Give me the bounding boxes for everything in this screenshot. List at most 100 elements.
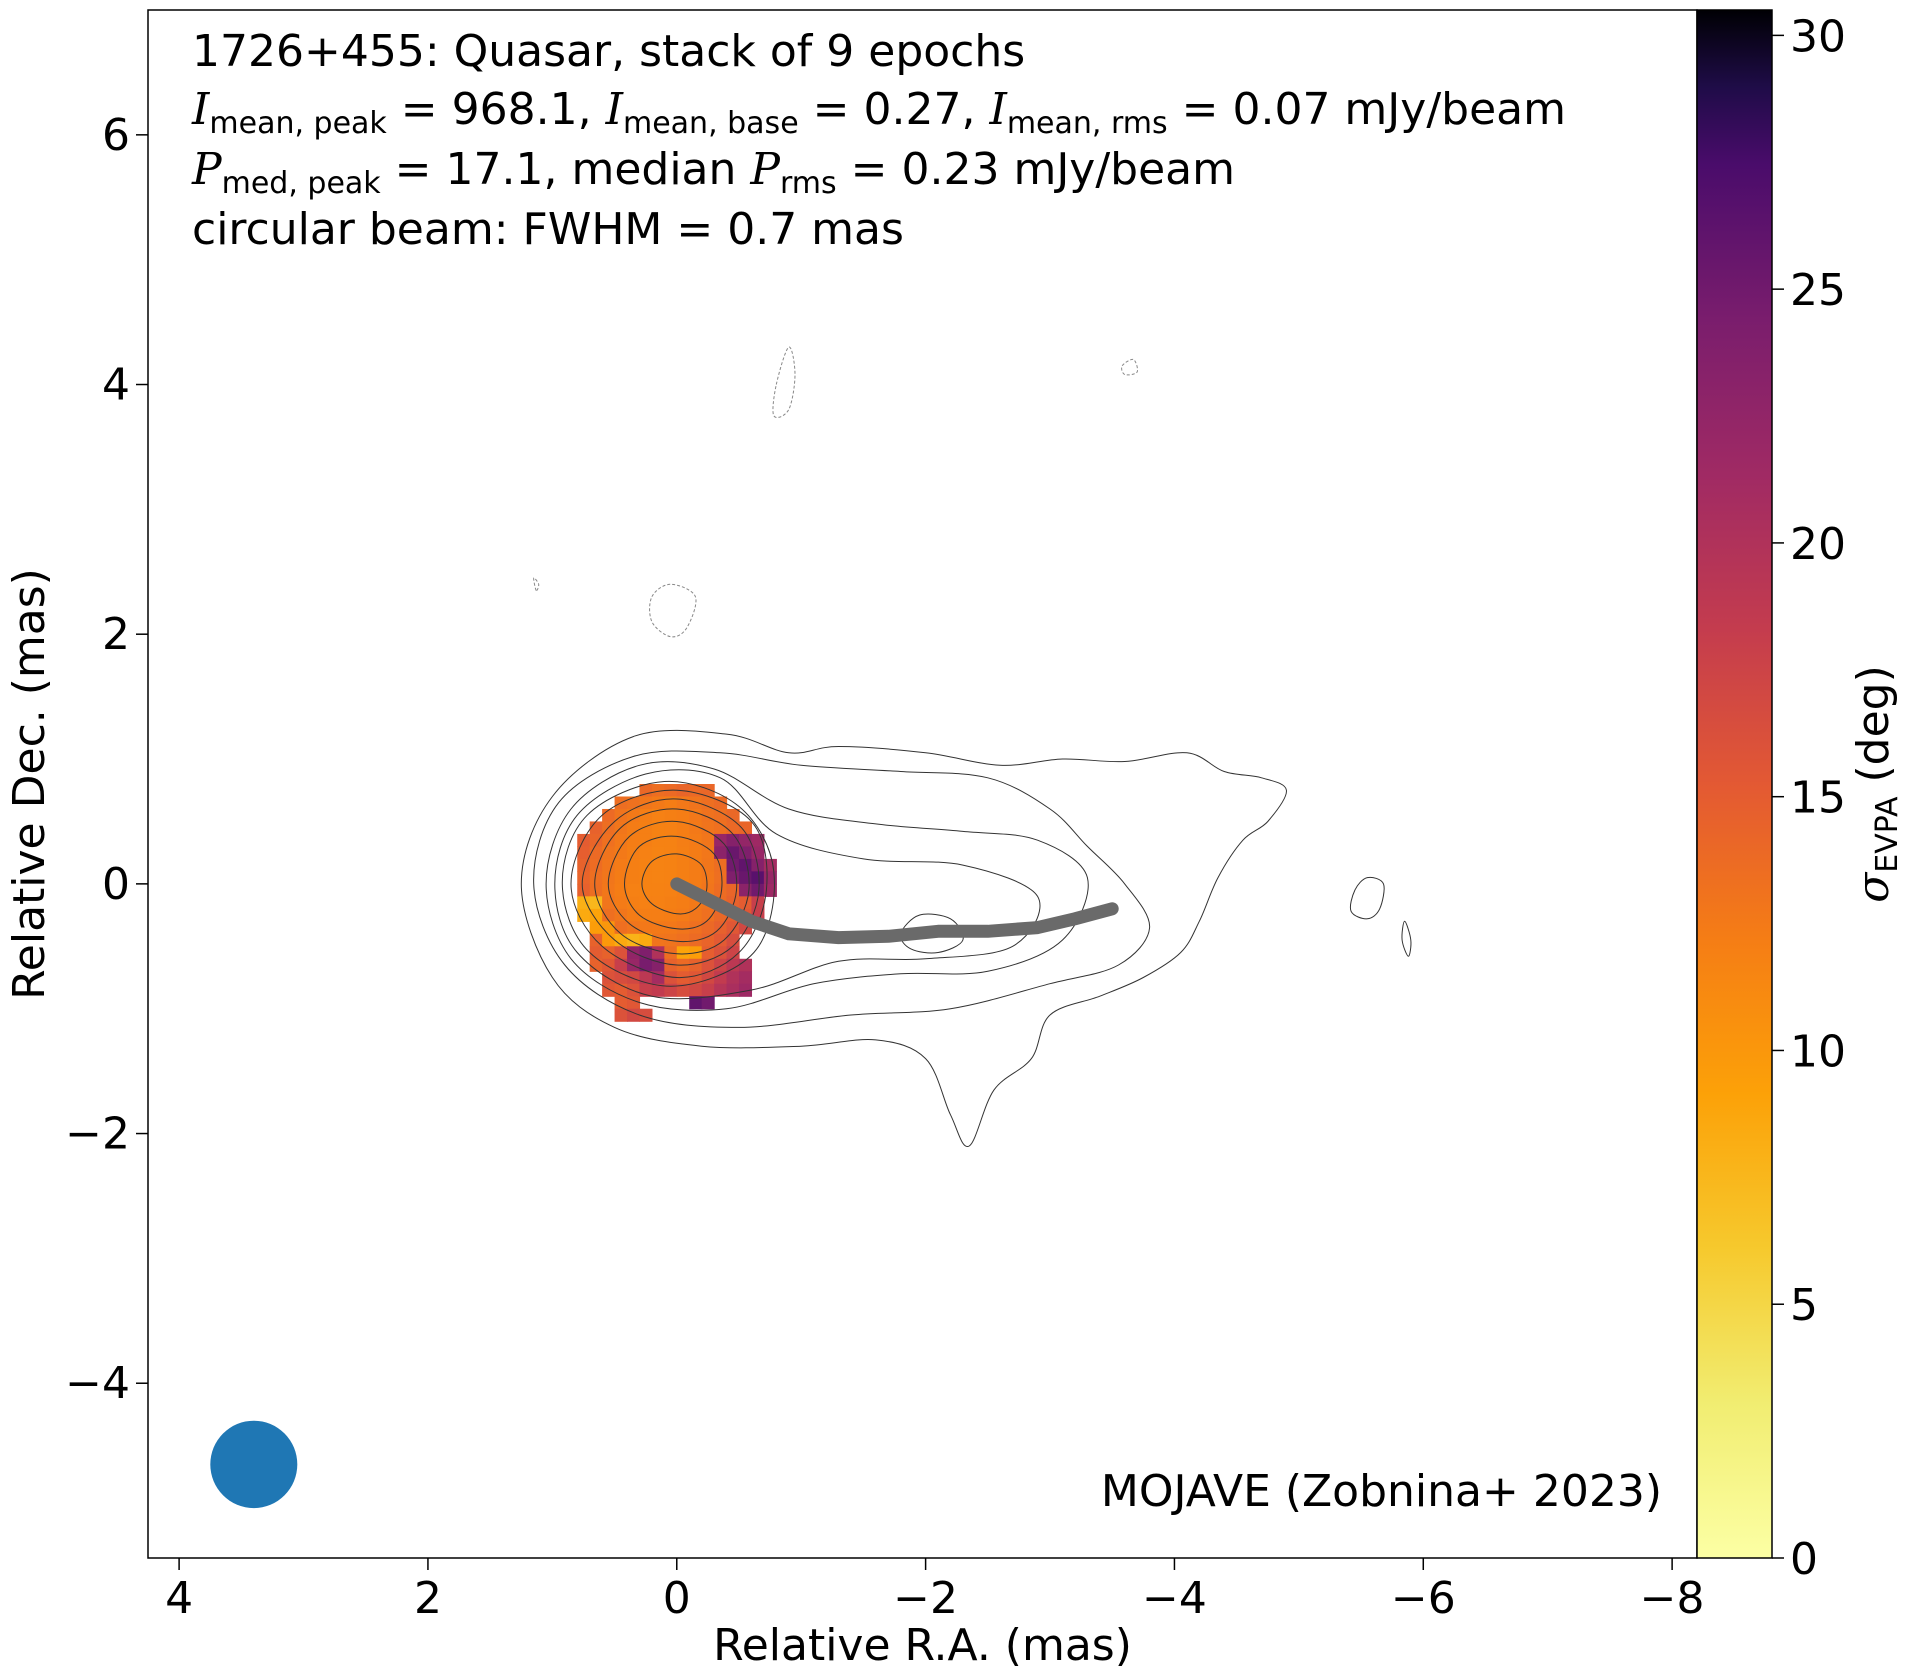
heatmap-cell — [614, 896, 628, 910]
heatmap-cell — [627, 996, 641, 1010]
intensity-peak-subscript: mean, peak — [209, 106, 387, 141]
heatmap-cell — [738, 971, 753, 985]
colorbar-tick-label: 10 — [1790, 1026, 1846, 1077]
intensity-contour — [554, 769, 1041, 1000]
x-tick-label: −8 — [1640, 1573, 1705, 1624]
heatmap-cell — [664, 821, 678, 835]
heatmap-cell — [676, 896, 690, 910]
heatmap-cell — [651, 983, 665, 997]
heatmap-cell — [614, 921, 628, 935]
y-tick-label: 0 — [102, 859, 130, 910]
x-tick-label: −4 — [1142, 1573, 1207, 1624]
heatmap-cell — [577, 871, 591, 885]
heatmap-cell — [701, 858, 715, 872]
heatmap-cell — [589, 908, 603, 922]
heatmap-cell — [602, 808, 616, 823]
heatmap-cell — [738, 871, 753, 885]
heatmap-cell — [639, 933, 653, 947]
heatmap-cell — [651, 808, 665, 823]
intensity-base-value: = 0.27, — [798, 84, 990, 135]
heatmap-cell — [639, 908, 653, 922]
heatmap-cell — [676, 821, 690, 835]
colorbar-tick-label: 15 — [1790, 773, 1846, 824]
heatmap-cell — [676, 921, 690, 935]
heatmap-cell — [614, 1008, 628, 1022]
intensity-contour — [1349, 876, 1385, 920]
heatmap-cell — [751, 883, 765, 897]
heatmap-cell — [726, 871, 740, 885]
annotation-intensity: Imean, peak = 968.1, Imean, base = 0.27,… — [192, 88, 1566, 139]
negative-contour — [649, 583, 697, 638]
heatmap-cell — [602, 921, 616, 935]
colorbar-tick-label: 20 — [1790, 519, 1846, 570]
heatmap-cell — [714, 958, 728, 972]
intensity-rms-symbol: I — [989, 84, 1007, 135]
heatmap-cell — [689, 784, 703, 798]
heatmap-cell — [689, 921, 703, 935]
heatmap-cell — [689, 808, 703, 823]
pol-peak-subscript: med, peak — [221, 166, 381, 201]
y-tick-label: −2 — [65, 1109, 130, 1160]
heatmap-cell — [577, 883, 591, 897]
annotation-title: 1726+455: Quasar, stack of 9 epochs — [192, 26, 1026, 77]
heatmap-cell — [689, 796, 703, 810]
heatmap-cell — [701, 958, 715, 972]
heatmap-cell — [738, 958, 753, 972]
heatmap-cell — [651, 908, 665, 922]
x-tick-label: −2 — [893, 1573, 958, 1624]
colorbar-label-symbol: σ — [1848, 871, 1899, 903]
heatmap-cell — [714, 933, 728, 947]
heatmap-cell — [701, 971, 715, 985]
intensity-contour — [899, 913, 964, 954]
heatmap-cell — [689, 858, 703, 872]
heatmap-cell — [651, 858, 665, 872]
heatmap-cell — [714, 858, 728, 872]
heatmap-cell — [689, 958, 703, 972]
colorbar-tick-label: 25 — [1790, 265, 1846, 316]
heatmap-cell — [627, 833, 641, 848]
y-tick-label: 2 — [102, 609, 130, 660]
heatmap-cell — [689, 996, 703, 1010]
heatmap-cell — [689, 908, 703, 922]
heatmap-cell — [614, 858, 628, 872]
heatmap-cell — [701, 784, 715, 798]
heatmap-cell — [701, 833, 715, 848]
intensity-peak-symbol: I — [192, 84, 210, 135]
heatmap-cell — [689, 833, 703, 848]
heatmap-cell — [602, 958, 616, 972]
heatmap-cell — [676, 983, 690, 997]
intensity-contour — [545, 761, 1089, 1011]
heatmap-cell — [651, 784, 665, 798]
beam-ellipse — [210, 1420, 298, 1509]
credit-label: MOJAVE (Zobnina+ 2023) — [1100, 1466, 1662, 1517]
y-tick-label: 4 — [102, 360, 130, 411]
heatmap-cell — [577, 896, 591, 910]
x-tick-label: 0 — [663, 1573, 691, 1624]
heatmap-cell — [589, 821, 603, 835]
heatmap-cell — [651, 821, 665, 835]
colorbar-tick-label: 0 — [1790, 1534, 1818, 1585]
heatmap-cell — [651, 958, 665, 972]
negative-contour — [533, 577, 540, 592]
heatmap-cell — [701, 921, 715, 935]
heatmap-cell — [664, 833, 678, 848]
heatmap-cell — [639, 846, 653, 860]
heatmap-cell — [589, 946, 603, 960]
pol-rms-subscript: rms — [779, 166, 837, 201]
heatmap-cell — [664, 958, 678, 972]
heatmap-cell — [639, 796, 653, 810]
heatmap-cell — [651, 971, 665, 985]
heatmap-cell — [676, 808, 690, 823]
heatmap-cell — [701, 871, 715, 885]
heatmap-cell — [726, 933, 740, 947]
heatmap-cell — [714, 846, 728, 860]
heatmap-cell — [627, 883, 641, 897]
pol-rms-value: = 0.23 mJy/beam — [836, 144, 1235, 195]
heatmap-cell — [664, 846, 678, 860]
heatmap-cell — [614, 883, 628, 897]
heatmap-cell — [738, 983, 753, 997]
heatmap-cell — [751, 896, 765, 910]
heatmap-cell — [701, 946, 715, 960]
heatmap-cell — [639, 883, 653, 897]
